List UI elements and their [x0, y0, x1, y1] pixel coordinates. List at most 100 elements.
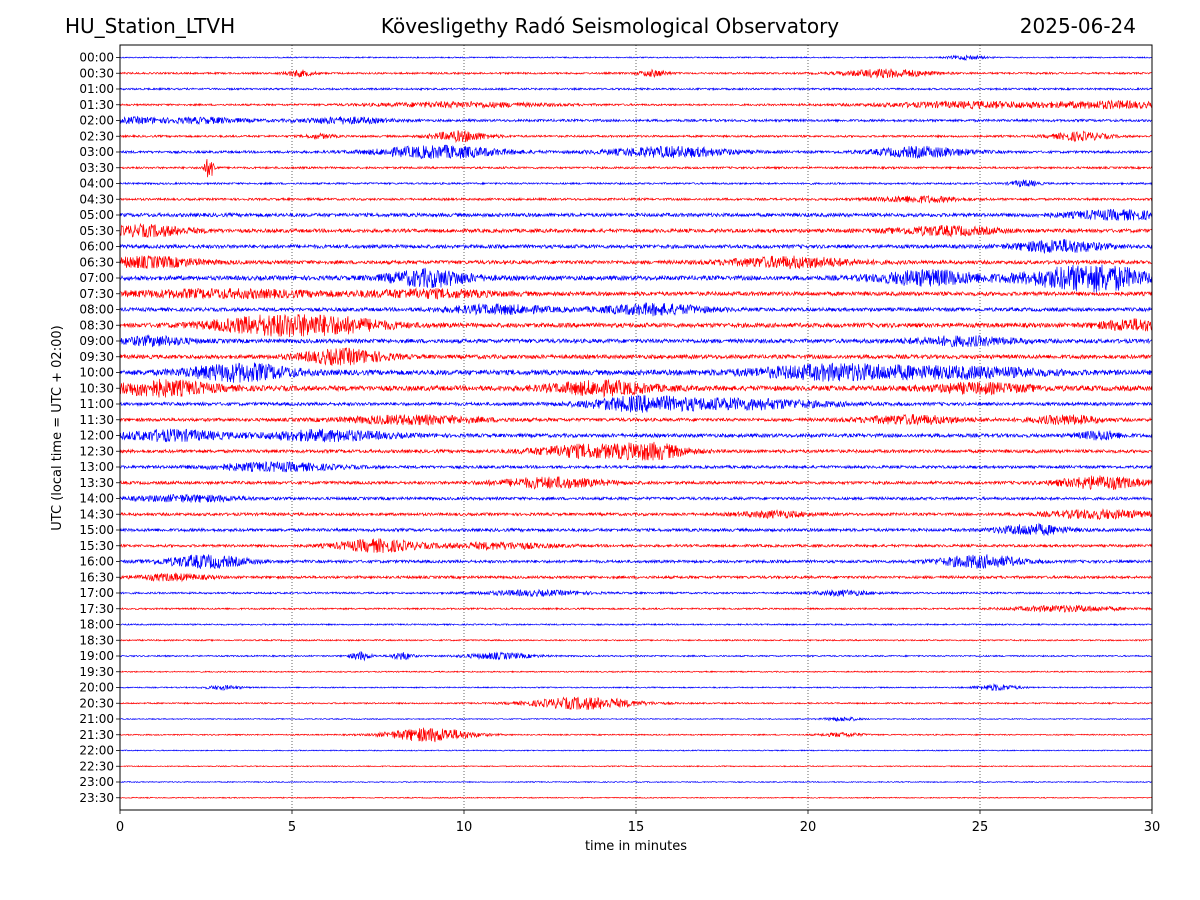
- y-tick-label-1300: 13:00: [79, 460, 114, 474]
- y-tick-label-0400: 04:00: [79, 177, 114, 191]
- y-tick-label-0200: 02:00: [79, 114, 114, 128]
- y-tick-label-1530: 15:30: [79, 539, 114, 553]
- plot-frame: [119, 44, 1153, 811]
- y-tick-label-0100: 01:00: [79, 82, 114, 96]
- trace-0230: [119, 129, 1153, 144]
- y-tick-label-0300: 03:00: [79, 145, 114, 159]
- y-tick-label-0900: 09:00: [79, 334, 114, 348]
- trace-0300: [119, 144, 1153, 160]
- y-tick-label-1430: 14:30: [79, 507, 114, 521]
- trace-1500: [119, 522, 1153, 536]
- trace-0130: [119, 99, 1153, 110]
- trace-2230: [119, 764, 1153, 768]
- trace-0100: [119, 86, 1153, 92]
- trace-2100: [119, 716, 1153, 722]
- trace-1530: [119, 538, 1153, 553]
- trace-0430: [119, 194, 1153, 204]
- trace-2000: [119, 683, 1153, 692]
- trace-0400: [119, 179, 1153, 188]
- y-tick-label-0630: 06:30: [79, 255, 114, 269]
- y-tick-label-1330: 13:30: [79, 476, 114, 490]
- y-tick-label-0330: 03:30: [79, 161, 114, 175]
- y-tick-label-1900: 19:00: [79, 649, 114, 663]
- y-tick-label-0500: 05:00: [79, 208, 114, 222]
- trace-0600: [119, 239, 1153, 254]
- y-tick-label-2000: 20:00: [79, 681, 114, 695]
- y-tick-label-2130: 21:30: [79, 728, 114, 742]
- trace-0530: [119, 222, 1153, 238]
- x-tick-label-15: 15: [628, 820, 645, 835]
- y-tick-label-1800: 18:00: [79, 618, 114, 632]
- y-tick-label-2330: 23:30: [79, 791, 114, 805]
- trace-2330: [120, 796, 1153, 800]
- x-ticks: 0 5 10 15 20 25 30: [116, 810, 1160, 835]
- y-tick-label-0930: 09:30: [79, 350, 114, 364]
- trace-1830: [119, 638, 1153, 642]
- y-tick-label-0830: 08:30: [79, 318, 114, 332]
- y-tick-label-1700: 17:00: [79, 586, 114, 600]
- y-tick-label-2230: 22:30: [79, 759, 114, 773]
- trace-0630: [119, 255, 1153, 270]
- trace-0330: [119, 159, 1153, 178]
- trace-1400: [119, 493, 1153, 503]
- trace-1200: [119, 428, 1153, 443]
- trace-1430: [119, 508, 1153, 521]
- seismogram-traces: [119, 54, 1153, 800]
- y-tick-label-2030: 20:30: [79, 696, 114, 710]
- y-tick-label-1030: 10:30: [79, 381, 114, 395]
- x-tick-label-20: 20: [800, 820, 817, 835]
- trace-0830: [119, 313, 1153, 338]
- trace-0030: [119, 68, 1153, 79]
- trace-1330: [119, 475, 1153, 491]
- y-tick-label-0800: 08:00: [79, 303, 114, 317]
- trace-1700: [119, 588, 1153, 598]
- y-tick-label-0000: 00:00: [79, 51, 114, 65]
- trace-1800: [119, 622, 1153, 627]
- y-tick-label-1100: 11:00: [79, 397, 114, 411]
- trace-1600: [119, 554, 1153, 570]
- y-tick-label-0600: 06:00: [79, 240, 114, 254]
- record-date: 2025-06-24: [1019, 14, 1136, 38]
- x-tick-label-0: 0: [116, 820, 124, 835]
- trace-1730: [119, 604, 1153, 613]
- trace-0930: [119, 347, 1153, 366]
- y-tick-label-0430: 04:30: [79, 192, 114, 206]
- y-tick-label-2300: 23:00: [79, 775, 114, 789]
- trace-2300: [119, 780, 1153, 784]
- trace-1930: [119, 670, 1153, 674]
- y-tick-label-0730: 07:30: [79, 287, 114, 301]
- x-tick-label-30: 30: [1144, 820, 1161, 835]
- y-tick-label-0530: 05:30: [79, 224, 114, 238]
- x-tick-label-25: 25: [972, 820, 989, 835]
- trace-1030: [119, 378, 1153, 398]
- trace-1300: [119, 460, 1153, 473]
- y-tick-label-1930: 19:30: [79, 665, 114, 679]
- trace-0700: [119, 264, 1153, 293]
- trace-0000: [119, 54, 1153, 61]
- y-tick-label-1830: 18:30: [79, 633, 114, 647]
- trace-2130: [120, 727, 1153, 743]
- observatory-title: Kövesligethy Radó Seismological Observat…: [380, 14, 840, 38]
- y-tick-label-1200: 12:00: [79, 429, 114, 443]
- y-tick-label-1130: 11:30: [79, 413, 114, 427]
- y-tick-label-0130: 01:30: [79, 98, 114, 112]
- trace-1130: [119, 413, 1153, 426]
- x-tick-label-10: 10: [456, 820, 473, 835]
- trace-1230: [119, 441, 1153, 461]
- x-tick-label-5: 5: [288, 820, 296, 835]
- y-tick-label-1600: 16:00: [79, 555, 114, 569]
- trace-0200: [119, 115, 1153, 125]
- y-tick-label-1630: 16:30: [79, 570, 114, 584]
- trace-0800: [119, 302, 1153, 317]
- trace-2030: [119, 696, 1153, 710]
- x-axis-label: time in minutes: [585, 839, 687, 854]
- y-tick-label-1730: 17:30: [79, 602, 114, 616]
- station-code: HU_Station_LTVH: [65, 14, 236, 38]
- trace-1000: [119, 362, 1153, 383]
- trace-2200: [119, 749, 1153, 752]
- y-tick-label-1230: 12:30: [79, 444, 114, 458]
- y-tick-label-1400: 14:00: [79, 492, 114, 506]
- trace-0500: [119, 208, 1153, 221]
